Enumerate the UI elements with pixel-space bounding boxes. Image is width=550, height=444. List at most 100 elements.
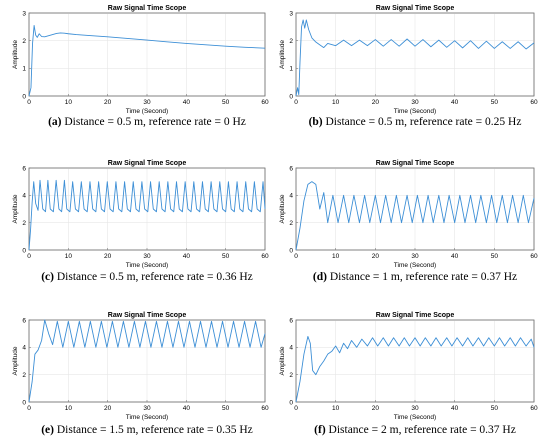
chart-title: Raw Signal Time Scope bbox=[108, 312, 187, 319]
x-tick-label: 60 bbox=[261, 99, 269, 106]
chart-panel: 0 10 20 30 40 50 60 0 2 4 6 Raw Signal Time Scope Ti… bbox=[12, 160, 269, 283]
caption-label: (b) bbox=[309, 116, 323, 128]
panel-caption: (c) Distance = 0.5 m, reference rate = 0… bbox=[41, 271, 253, 283]
x-tick-label: 60 bbox=[530, 99, 538, 106]
chart-title: Raw Signal Time Scope bbox=[376, 5, 455, 12]
caption-label: (a) bbox=[48, 116, 62, 128]
x-tick-label: 60 bbox=[261, 253, 269, 260]
caption-label: (d) bbox=[313, 271, 327, 283]
y-tick-label: 6 bbox=[289, 165, 293, 172]
y-tick-label: 4 bbox=[22, 193, 26, 200]
x-tick-label: 10 bbox=[332, 253, 340, 260]
plot-frame bbox=[295, 319, 535, 403]
chart-title: Raw Signal Time Scope bbox=[376, 160, 455, 167]
y-tick-label: 2 bbox=[289, 38, 293, 45]
y-axis-label: Amplitude bbox=[12, 40, 19, 69]
y-axis-label: Amplitude bbox=[12, 194, 19, 223]
x-axis-label: Time (Second) bbox=[394, 414, 436, 421]
x-tick-label: 30 bbox=[411, 405, 419, 412]
x-tick-label: 30 bbox=[411, 253, 419, 260]
y-tick-label: 3 bbox=[22, 10, 26, 17]
plot-frame bbox=[28, 12, 266, 97]
x-tick-label: 0 bbox=[294, 253, 298, 260]
x-axis-label: Time (Second) bbox=[126, 414, 168, 421]
plot-frame bbox=[295, 12, 535, 97]
y-tick-label: 2 bbox=[22, 220, 26, 227]
signal-line bbox=[295, 181, 535, 251]
signal-line bbox=[295, 19, 535, 97]
x-tick-label: 50 bbox=[491, 99, 499, 106]
x-tick-label: 40 bbox=[183, 253, 191, 260]
y-tick-label: 2 bbox=[22, 38, 26, 45]
x-tick-label: 0 bbox=[27, 99, 31, 106]
y-tick-label: 1 bbox=[22, 66, 26, 73]
signal-line bbox=[28, 179, 266, 251]
x-tick-label: 40 bbox=[451, 253, 459, 260]
y-tick-label: 3 bbox=[289, 10, 293, 17]
x-tick-label: 20 bbox=[104, 405, 112, 412]
x-tick-label: 40 bbox=[451, 99, 459, 106]
x-tick-label: 30 bbox=[143, 253, 151, 260]
signal-line bbox=[28, 25, 266, 97]
x-tick-label: 50 bbox=[491, 253, 499, 260]
x-tick-label: 0 bbox=[27, 405, 31, 412]
signal-line bbox=[295, 335, 535, 403]
y-tick-label: 4 bbox=[22, 345, 26, 352]
x-tick-label: 30 bbox=[143, 99, 151, 106]
x-tick-label: 60 bbox=[530, 253, 538, 260]
chart-title: Raw Signal Time Scope bbox=[376, 312, 455, 319]
x-tick-label: 20 bbox=[372, 253, 380, 260]
y-tick-label: 0 bbox=[22, 247, 26, 254]
x-axis-label: Time (Second) bbox=[126, 262, 168, 269]
caption-label: (e) bbox=[41, 424, 54, 436]
y-tick-label: 2 bbox=[22, 372, 26, 379]
y-tick-label: 0 bbox=[289, 247, 293, 254]
y-tick-label: 2 bbox=[289, 372, 293, 379]
chart-title: Raw Signal Time Scope bbox=[108, 160, 187, 167]
chart-panel: 0 10 20 30 40 50 60 0 2 4 6 Raw Signal Time Scope Ti… bbox=[12, 312, 269, 436]
x-tick-label: 50 bbox=[222, 99, 230, 106]
y-tick-label: 4 bbox=[289, 193, 293, 200]
caption-text: Distance = 1 m, reference rate = 0.37 Hz bbox=[327, 271, 517, 283]
y-tick-label: 4 bbox=[289, 345, 293, 352]
caption-text: Distance = 2 m, reference rate = 0.37 Hz bbox=[326, 424, 516, 436]
caption-text: Distance = 0.5 m, reference rate = 0.36 … bbox=[54, 271, 253, 283]
y-tick-label: 0 bbox=[289, 399, 293, 406]
y-tick-label: 6 bbox=[22, 317, 26, 324]
x-tick-label: 40 bbox=[451, 405, 459, 412]
x-tick-label: 40 bbox=[183, 405, 191, 412]
signal-line bbox=[28, 319, 266, 403]
x-tick-label: 0 bbox=[294, 405, 298, 412]
x-tick-label: 30 bbox=[411, 99, 419, 106]
x-tick-label: 10 bbox=[65, 253, 73, 260]
y-tick-label: 1 bbox=[289, 66, 293, 73]
x-tick-label: 10 bbox=[65, 99, 73, 106]
caption-text: Distance = 1.5 m, reference rate = 0.35 … bbox=[54, 424, 253, 436]
panel-caption: (e) Distance = 1.5 m, reference rate = 0… bbox=[41, 424, 253, 436]
x-tick-label: 10 bbox=[65, 405, 73, 412]
x-tick-label: 50 bbox=[222, 253, 230, 260]
x-axis-label: Time (Second) bbox=[394, 262, 436, 269]
chart-panel: 0 10 20 30 40 50 60 0 2 4 6 Raw Signal Time Scope Ti… bbox=[279, 312, 538, 436]
x-tick-label: 30 bbox=[143, 405, 151, 412]
chart-panel: 0 10 20 30 40 50 60 0 1 2 3 Raw Signal Time Scope Ti… bbox=[279, 5, 538, 128]
y-axis-label: Amplitude bbox=[279, 194, 286, 223]
y-tick-label: 0 bbox=[22, 93, 26, 100]
x-tick-label: 60 bbox=[530, 405, 538, 412]
x-tick-label: 10 bbox=[332, 405, 340, 412]
x-tick-label: 10 bbox=[332, 99, 340, 106]
x-tick-label: 0 bbox=[294, 99, 298, 106]
chart-panel: 0 10 20 30 40 50 60 0 1 2 3 Raw Signal Time Scope Ti… bbox=[12, 5, 269, 128]
panel-caption: (d) Distance = 1 m, reference rate = 0.3… bbox=[313, 271, 517, 283]
x-tick-label: 60 bbox=[261, 405, 269, 412]
x-tick-label: 20 bbox=[372, 405, 380, 412]
y-tick-label: 6 bbox=[289, 317, 293, 324]
x-tick-label: 0 bbox=[27, 253, 31, 260]
caption-text: Distance = 0.5 m, reference rate = 0.25 … bbox=[323, 116, 522, 128]
plot-frame bbox=[295, 167, 535, 251]
y-axis-label: Amplitude bbox=[279, 346, 286, 375]
x-tick-label: 20 bbox=[372, 99, 380, 106]
x-tick-label: 20 bbox=[104, 99, 112, 106]
y-axis-label: Amplitude bbox=[279, 40, 286, 69]
